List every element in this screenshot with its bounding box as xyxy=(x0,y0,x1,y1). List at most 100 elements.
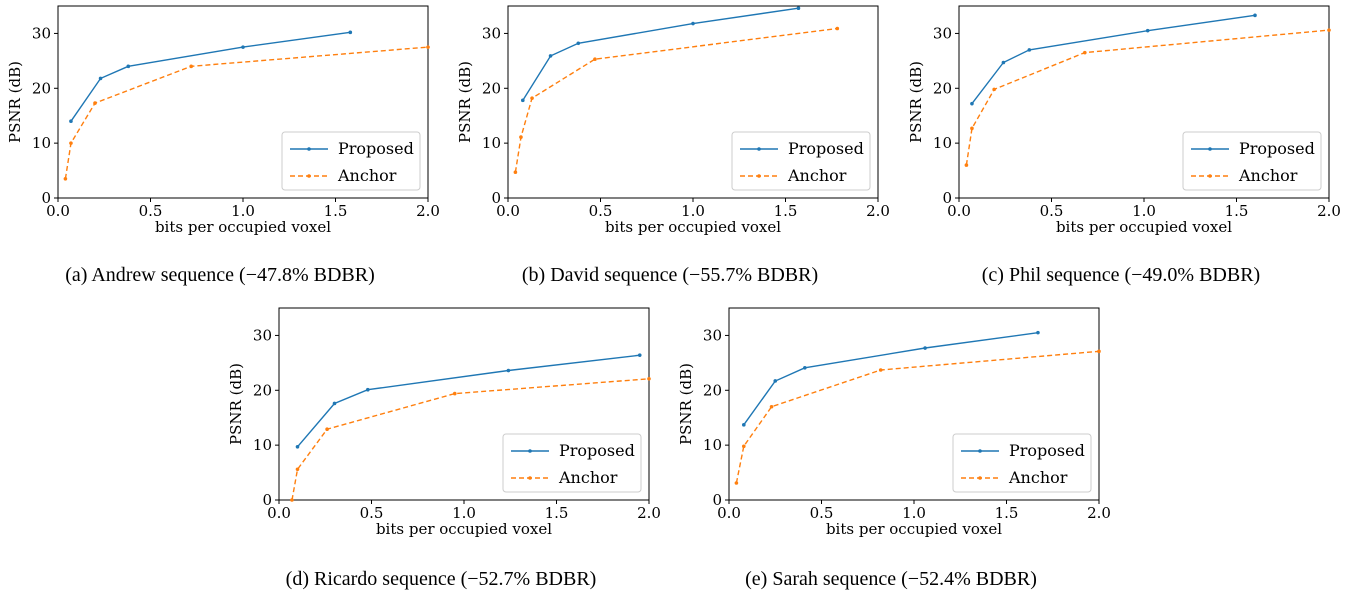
x-tick-label: 1.0 xyxy=(1132,202,1156,220)
y-tick-label: 20 xyxy=(703,381,722,399)
chart-caption-phil: (c) Phil sequence (−49.0% BDBR) xyxy=(981,264,1261,286)
data-point-anchor xyxy=(647,376,651,381)
x-tick-label: 2.0 xyxy=(866,202,890,220)
legend: Proposed Anchor xyxy=(952,433,1092,493)
data-point-anchor xyxy=(1097,349,1101,354)
x-tick-label: 0.5 xyxy=(810,504,834,522)
y-tick-label: 30 xyxy=(703,326,722,344)
y-tick-label: 10 xyxy=(253,436,272,454)
data-point-proposed xyxy=(521,98,525,103)
y-tick-label: 10 xyxy=(703,436,722,454)
data-point-anchor xyxy=(970,126,974,131)
legend: Proposed Anchor xyxy=(731,131,871,191)
data-point-proposed xyxy=(1027,48,1032,52)
x-tick-label: 1.5 xyxy=(545,504,569,522)
x-tick-label: 1.0 xyxy=(231,202,255,220)
data-point-anchor xyxy=(290,498,294,502)
chart-panel-sarah: 0.0 0.5 1.0 1.5 2.0 0 10 20 30 bits per occupied … xyxy=(671,302,1111,592)
y-axis-label: PSNR (dB) xyxy=(456,61,474,143)
data-point-proposed xyxy=(348,30,353,35)
legend: Proposed Anchor xyxy=(502,433,642,493)
data-point-anchor xyxy=(325,427,329,432)
legend-label-proposed: Proposed xyxy=(788,139,864,158)
y-tick-label: 20 xyxy=(933,79,952,97)
data-point-proposed xyxy=(506,368,511,373)
y-axis-label: PSNR (dB) xyxy=(907,61,925,143)
data-point-proposed xyxy=(1145,28,1150,33)
x-tick-label: 0.5 xyxy=(1040,202,1064,220)
legend-label-anchor: Anchor xyxy=(1008,468,1068,487)
chart-caption-david: (b) David sequence (−55.7% BDBR) xyxy=(521,264,819,286)
legend-marker-proposed xyxy=(757,147,761,151)
data-point-proposed xyxy=(295,444,300,449)
data-point-anchor xyxy=(519,135,523,139)
series-line-proposed xyxy=(522,7,799,101)
legend: Proposed Anchor xyxy=(281,131,421,191)
data-point-proposed xyxy=(576,41,581,46)
y-axis-label: PSNR (dB) xyxy=(677,363,695,445)
chart-caption-andrew: (a) Andrew sequence (−47.8% BDBR) xyxy=(65,264,375,286)
y-tick-label: 30 xyxy=(933,24,952,42)
legend-label-proposed: Proposed xyxy=(338,139,414,158)
x-tick-label: 0.5 xyxy=(360,504,384,522)
series-line-proposed xyxy=(296,354,640,448)
series-line-proposed xyxy=(70,31,351,122)
y-tick-label: 0 xyxy=(41,189,51,207)
y-tick-label: 30 xyxy=(482,24,501,42)
legend-label-anchor: Anchor xyxy=(558,468,618,487)
chart-panel-david: 0.0 0.5 1.0 1.5 2.0 0 10 20 30 bits per occupied … xyxy=(450,0,890,290)
series-line-anchor xyxy=(735,350,1100,484)
x-tick-label: 0.5 xyxy=(139,202,163,220)
x-tick-label: 0.0 xyxy=(496,202,520,220)
data-point-anchor xyxy=(878,368,883,372)
x-tick-label: 2.0 xyxy=(416,202,440,220)
legend-label-anchor: Anchor xyxy=(787,166,847,185)
data-point-anchor xyxy=(992,87,996,92)
legend-label-proposed: Proposed xyxy=(1009,441,1085,460)
data-point-proposed xyxy=(742,423,746,427)
x-tick-label: 0.5 xyxy=(589,202,613,220)
legend-marker-proposed xyxy=(1208,147,1212,151)
legend-marker-anchor xyxy=(978,476,982,480)
legend-label-anchor: Anchor xyxy=(1238,166,1298,185)
data-point-anchor xyxy=(63,177,68,181)
data-point-anchor xyxy=(769,404,774,409)
y-tick-label: 0 xyxy=(942,189,952,207)
x-tick-label: 0.0 xyxy=(947,202,971,220)
x-tick-label: 1.5 xyxy=(995,504,1019,522)
data-point-anchor xyxy=(742,444,746,449)
legend-label-anchor: Anchor xyxy=(337,166,397,185)
data-point-anchor xyxy=(835,26,840,31)
y-tick-label: 20 xyxy=(253,381,272,399)
data-point-proposed xyxy=(332,401,337,406)
data-point-anchor xyxy=(426,45,430,49)
data-point-anchor xyxy=(513,170,518,175)
data-point-proposed xyxy=(1253,13,1257,18)
legend-marker-anchor xyxy=(757,174,761,178)
data-point-anchor xyxy=(93,101,97,105)
data-point-proposed xyxy=(637,353,642,357)
data-point-anchor xyxy=(1327,28,1331,32)
data-point-proposed xyxy=(923,346,927,350)
x-tick-label: 1.0 xyxy=(452,504,476,522)
x-tick-label: 0.0 xyxy=(267,504,291,522)
series-line-proposed xyxy=(743,332,1038,426)
data-point-anchor xyxy=(452,391,457,396)
y-tick-label: 0 xyxy=(262,491,272,509)
legend-marker-proposed xyxy=(978,449,982,453)
x-tick-label: 2.0 xyxy=(637,504,661,522)
x-tick-label: 1.5 xyxy=(1225,202,1249,220)
y-axis-label: PSNR (dB) xyxy=(6,61,24,143)
y-tick-label: 10 xyxy=(933,134,952,152)
x-tick-label: 2.0 xyxy=(1317,202,1341,220)
series-line-proposed xyxy=(971,14,1256,105)
legend-label-proposed: Proposed xyxy=(1239,139,1315,158)
legend-label-proposed: Proposed xyxy=(559,441,635,460)
data-point-proposed xyxy=(1001,60,1006,65)
x-tick-label: 1.0 xyxy=(902,504,926,522)
x-axis-label: bits per occupied voxel xyxy=(605,218,781,236)
x-tick-label: 0.0 xyxy=(717,504,741,522)
y-axis-label: PSNR (dB) xyxy=(227,363,245,445)
data-point-proposed xyxy=(366,387,370,392)
data-point-proposed xyxy=(970,101,974,106)
